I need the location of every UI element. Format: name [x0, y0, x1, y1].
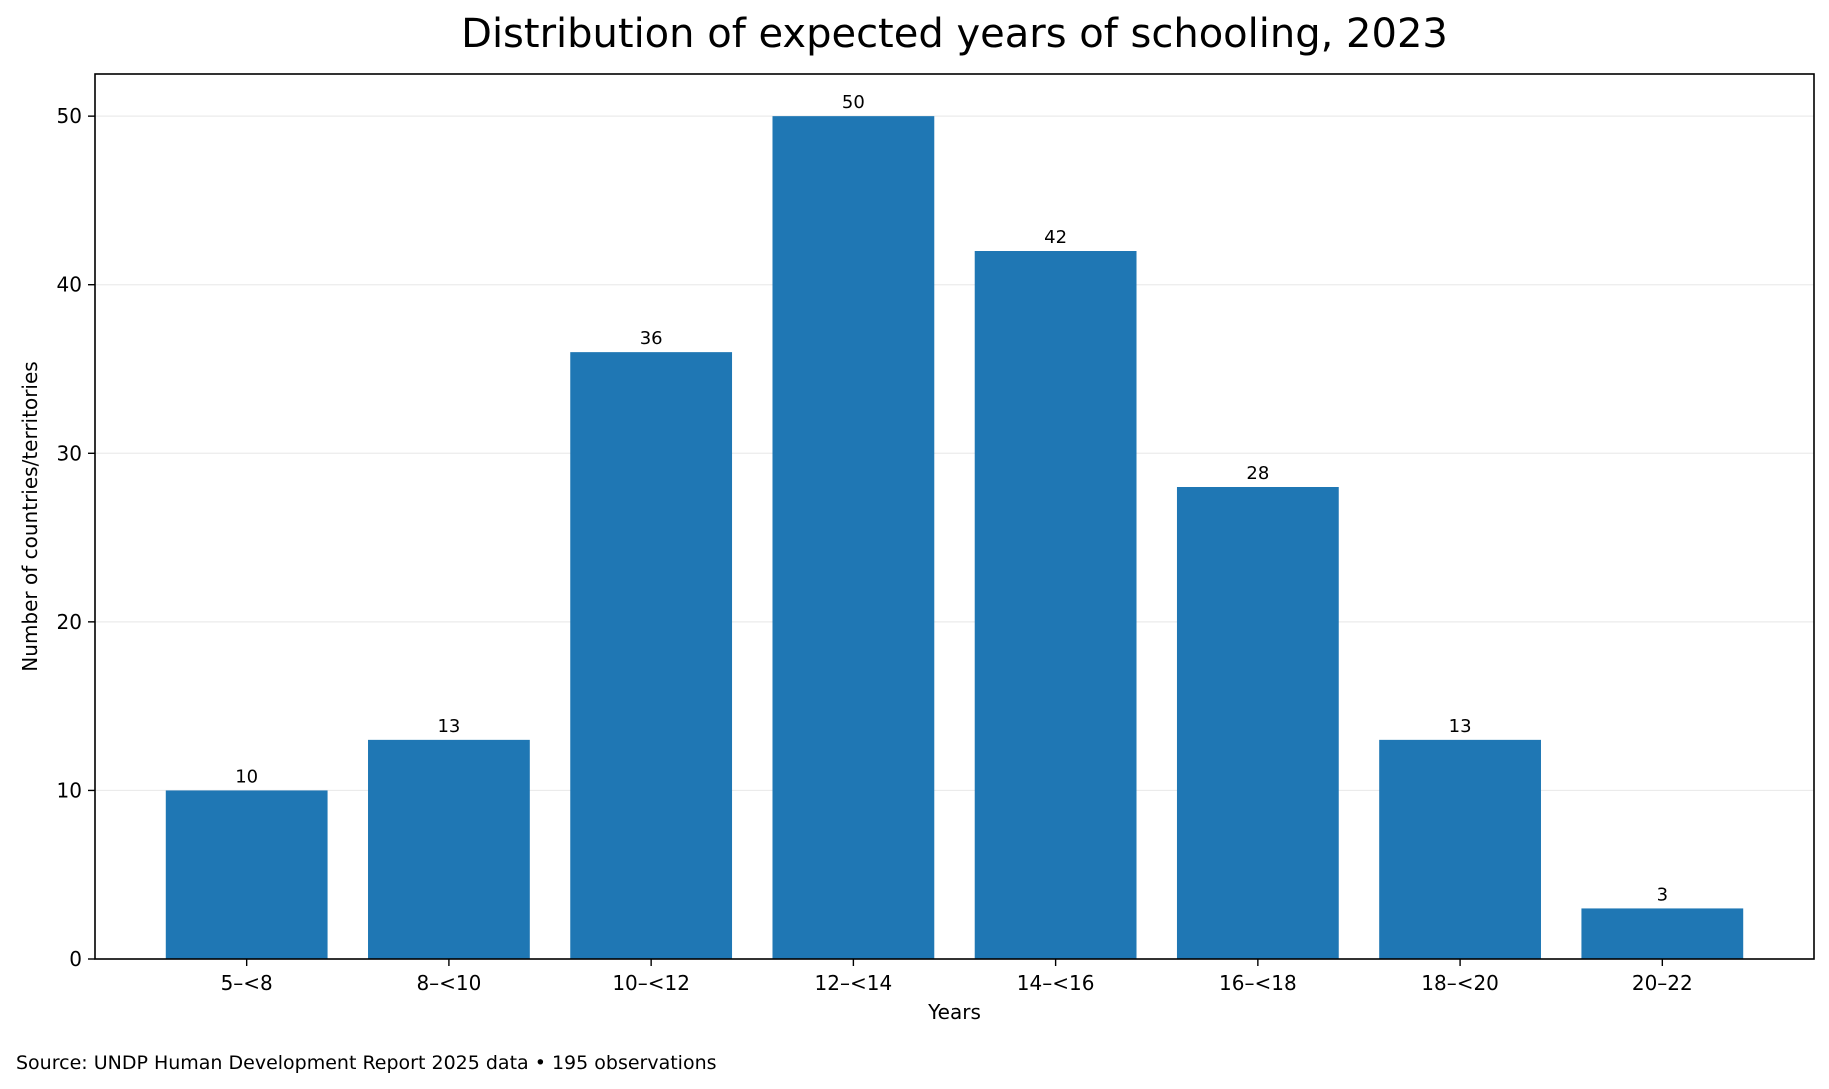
- bar: [368, 739, 530, 959]
- bar: [1379, 739, 1541, 959]
- data-label: 42: [1044, 227, 1067, 248]
- bar: [772, 116, 935, 959]
- data-label: 3: [1657, 884, 1668, 905]
- data-label: 28: [1246, 463, 1269, 484]
- x-tick-label: 12–<14: [815, 971, 893, 995]
- bar: [165, 790, 328, 959]
- y-axis-label: Number of countries/territories: [18, 361, 42, 671]
- x-tick-label: 5–<8: [221, 971, 273, 995]
- x-tick-label: 10–<12: [612, 971, 690, 995]
- y-tick-label: 40: [57, 273, 82, 297]
- x-tick-label: 16–<18: [1219, 971, 1297, 995]
- y-tick-label: 20: [57, 610, 82, 634]
- y-tick-label: 50: [57, 104, 82, 128]
- data-label: 10: [235, 766, 258, 787]
- y-tick-label: 10: [57, 778, 82, 802]
- source-note: Source: UNDP Human Development Report 20…: [16, 1052, 717, 1074]
- data-label: 50: [842, 92, 865, 113]
- y-tick-label: 0: [69, 947, 82, 971]
- bar: [1581, 908, 1744, 959]
- data-label: 13: [1449, 716, 1472, 737]
- grid-lines: [95, 115, 1814, 792]
- bar: [1176, 487, 1339, 959]
- plot-frame: [94, 73, 1815, 960]
- x-tick-label: 20–22: [1632, 971, 1693, 995]
- y-axis: 0 10 20 30 40 50: [57, 104, 95, 971]
- bar: [570, 352, 733, 960]
- data-label: 13: [437, 716, 460, 737]
- bars: [165, 116, 1744, 960]
- x-tick-label: 14–<16: [1017, 971, 1095, 995]
- bar: [974, 251, 1137, 959]
- data-labels: 10 13 36 50 42 28 13 3: [235, 92, 1668, 905]
- chart-title: Distribution of expected years of school…: [461, 11, 1448, 57]
- x-axis: 5–<8 8–<10 10–<12 12–<14 14–<16 16–<18 18–<20 2…: [221, 959, 1693, 995]
- x-tick-label: 8–<10: [416, 971, 481, 995]
- data-label: 36: [640, 328, 663, 349]
- y-tick-label: 30: [57, 441, 82, 465]
- x-axis-label: Years: [927, 1000, 981, 1024]
- x-tick-label: 18–<20: [1421, 971, 1499, 995]
